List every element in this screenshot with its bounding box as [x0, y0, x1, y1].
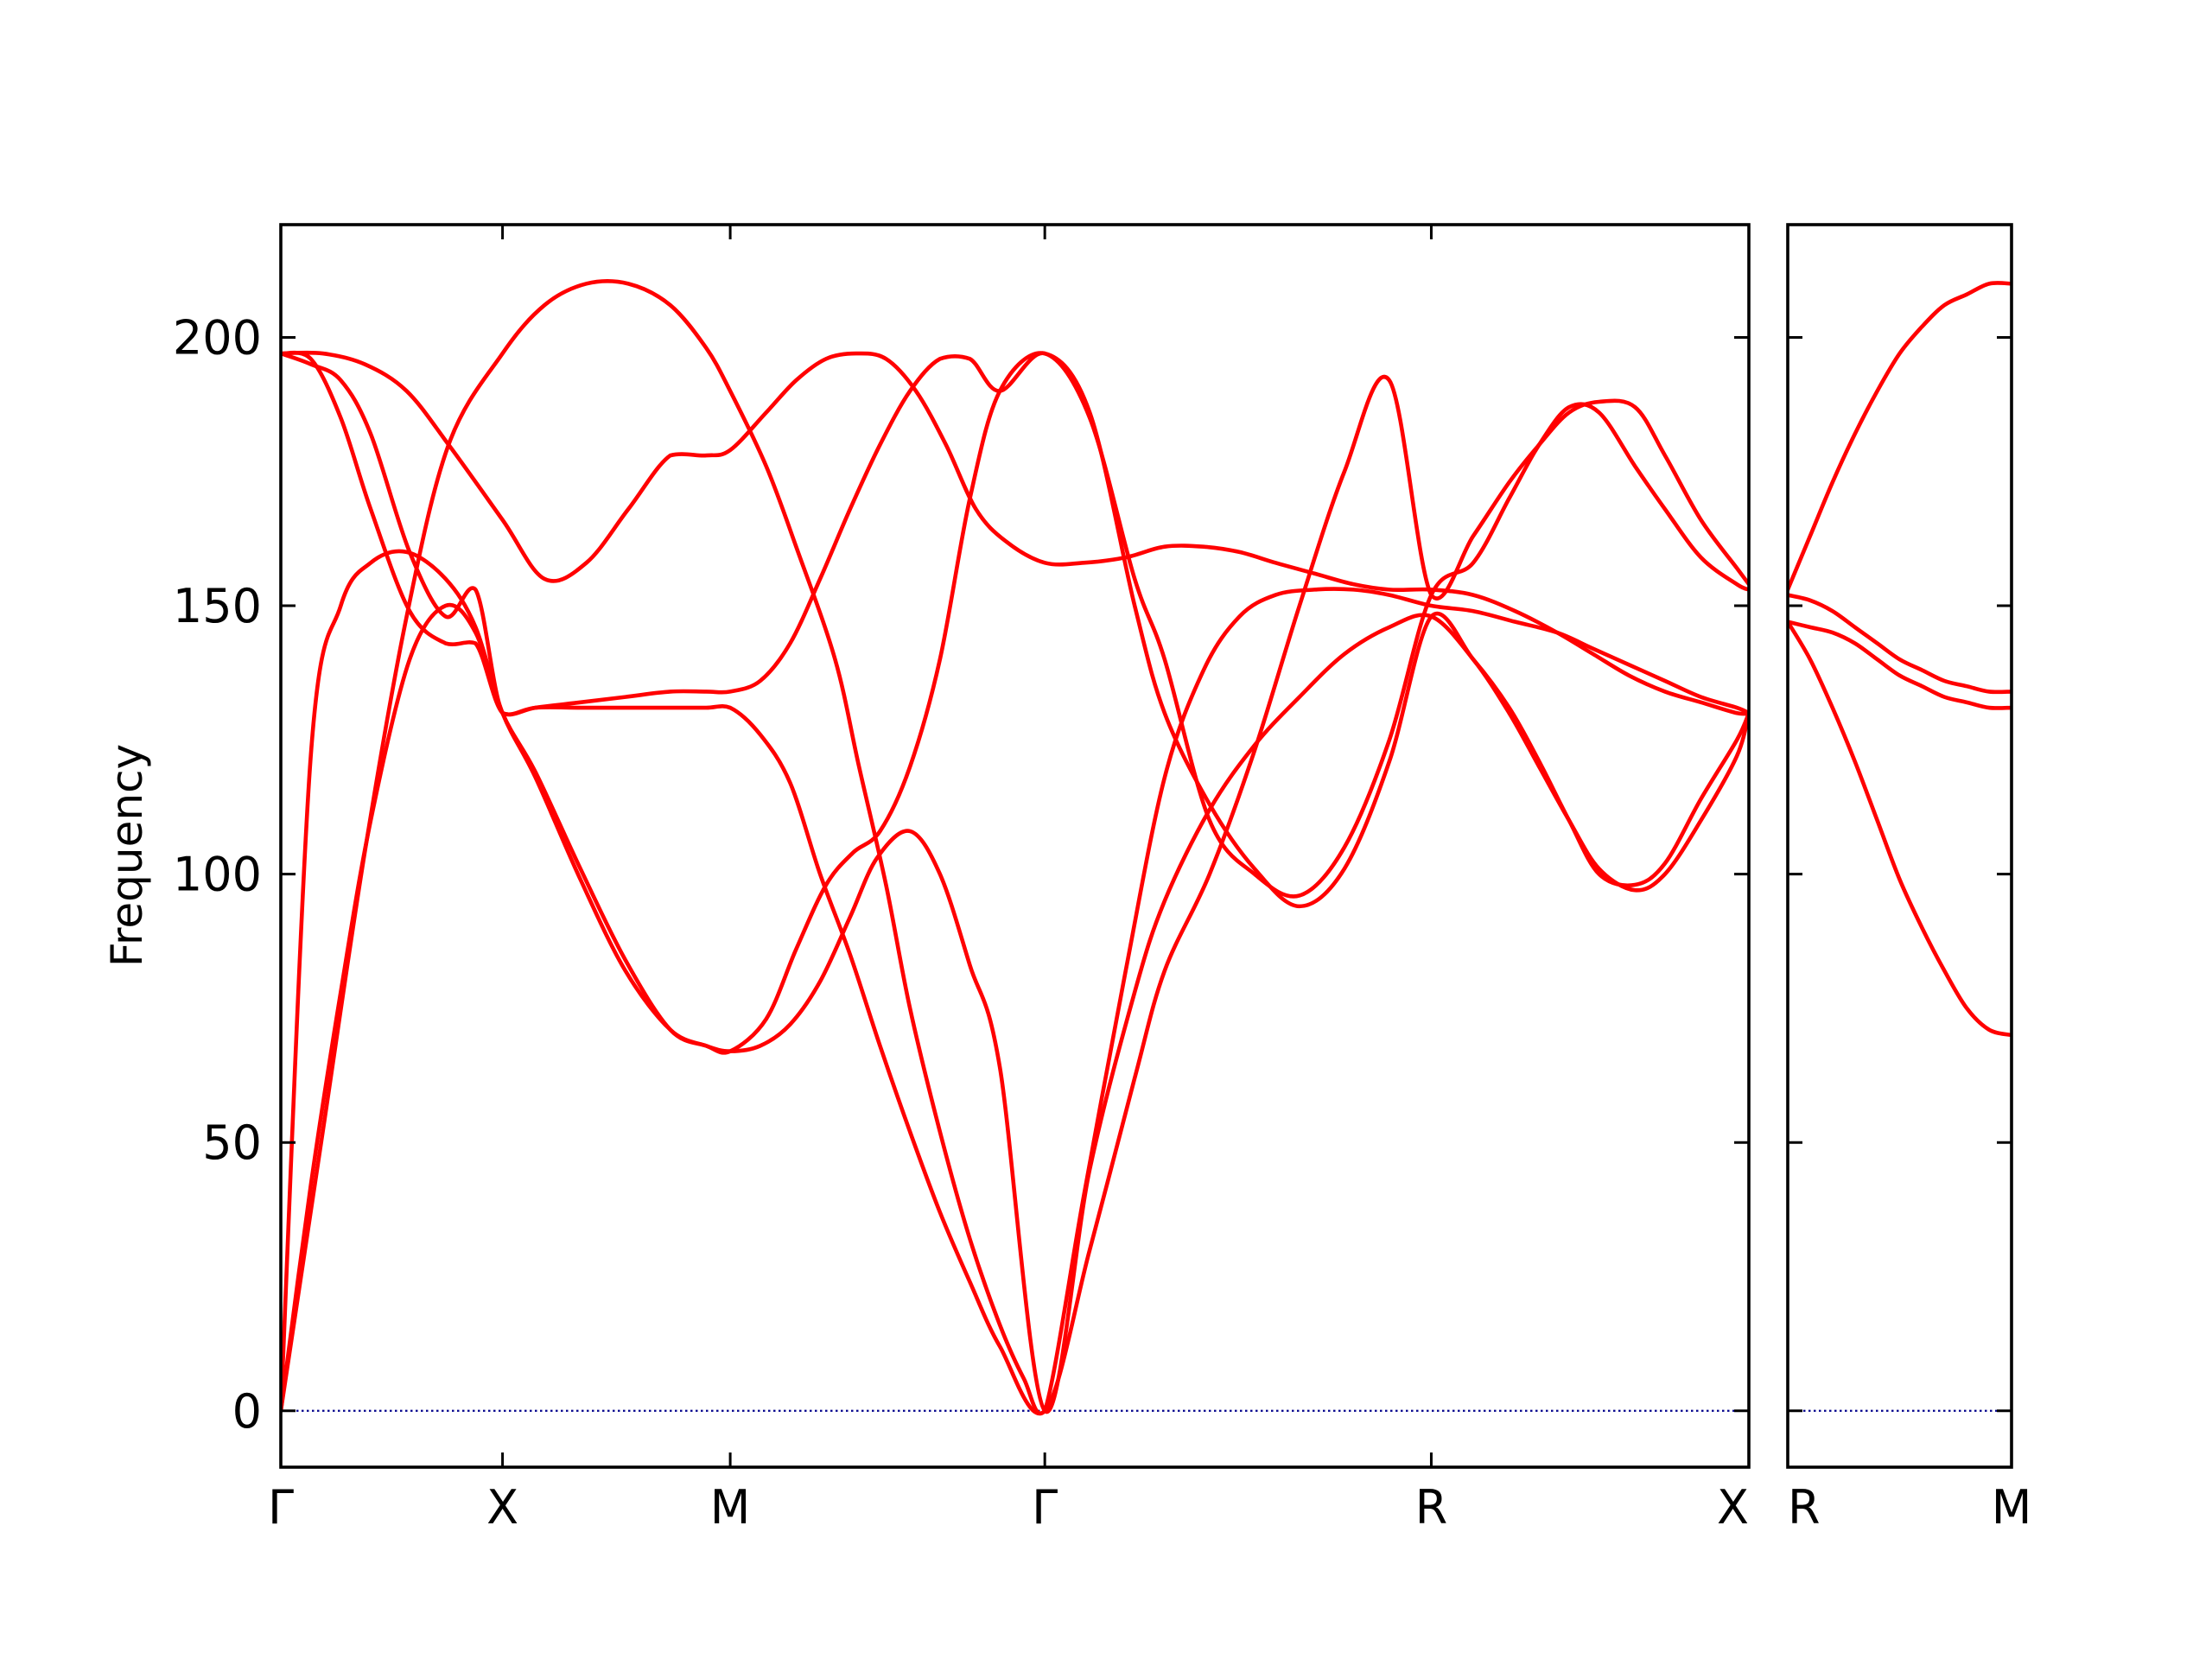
panel-2-bands [1788, 281, 2012, 1038]
x-tick-label: M [710, 1480, 751, 1535]
band-line-6 [281, 350, 1749, 716]
band-line-1 [281, 279, 1749, 1415]
panel-frame [1786, 223, 2013, 1469]
x-tick-label: R [1415, 1480, 1448, 1535]
panel-1: 0 50 100 150 200 Γ X M Γ R X [173, 223, 1751, 1535]
y-tick-label: 200 [173, 310, 262, 365]
panel-frame [279, 223, 1751, 1469]
x-tick-label: Γ [268, 1480, 294, 1535]
x-tick-label: Γ [1032, 1480, 1058, 1535]
band-line-5 [281, 351, 1749, 1415]
y-tick-label: 50 [202, 1116, 262, 1170]
band-line-1 [1788, 281, 2012, 592]
x-tick-label: R [1788, 1480, 1821, 1535]
y-tick-label: 0 [232, 1384, 262, 1439]
band-line-4 [1788, 620, 2012, 1038]
band-line-3 [281, 351, 1749, 1414]
x-tick-label: X [1717, 1480, 1749, 1535]
x-tick-label: X [486, 1480, 518, 1535]
y-axis-label: Frequency [102, 744, 152, 967]
y-tick-label: 150 [173, 579, 262, 633]
panel-1-bands [281, 279, 1749, 1415]
x-tick-label: M [1992, 1480, 2032, 1535]
band-line-2 [281, 602, 1749, 1414]
band-line-3 [1788, 620, 2012, 710]
y-tick-label: 100 [173, 848, 262, 902]
band-line-2 [1788, 593, 2012, 695]
